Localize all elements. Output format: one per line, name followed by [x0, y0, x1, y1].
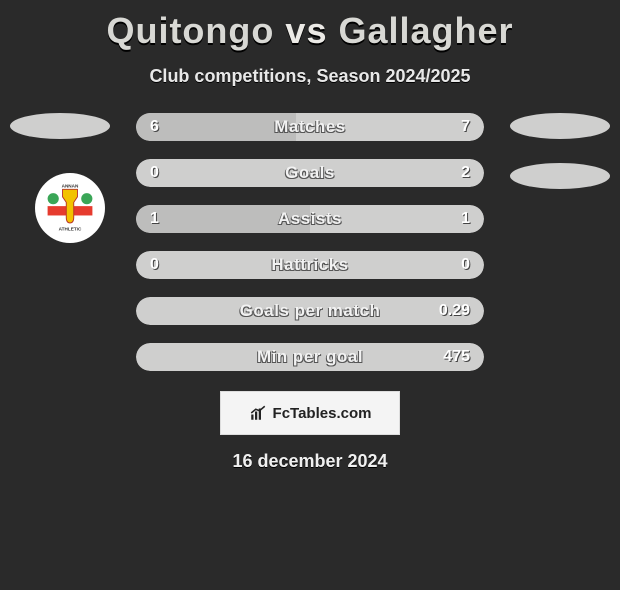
bar-value-left: 0 — [150, 164, 159, 182]
badge-text: FcTables.com — [273, 405, 372, 422]
stat-bars-container: Matches67Goals02Assists11Hattricks00Goal… — [136, 113, 484, 371]
stat-bar: Min per goal 475 — [136, 343, 484, 371]
stat-bar: Goals per match 0.29 — [136, 297, 484, 325]
bar-value-left: 0 — [150, 256, 159, 274]
bar-label: Goals per match — [240, 301, 381, 321]
bar-value-left: 6 — [150, 118, 159, 136]
content-area: ANNAN ATHLETIC Matches 6 7 Goals 0 2 Assists 1 1… — [0, 113, 620, 371]
stat-bar: Hattricks 0 0 — [136, 251, 484, 279]
bar-label: Hattricks — [271, 255, 348, 275]
svg-text:ATHLETIC: ATHLETIC — [59, 226, 82, 231]
date-text: 16 december 2024 — [0, 451, 620, 472]
bar-label: Goals — [285, 163, 335, 183]
bar-label: Assists — [278, 209, 342, 229]
player1-name: Quitongo — [106, 10, 274, 51]
player2-oval-1 — [510, 113, 610, 139]
player1-oval — [10, 113, 110, 139]
bar-fill-left — [136, 113, 296, 141]
vs-text: vs — [285, 10, 327, 51]
fctables-badge: FcTables.com — [220, 391, 400, 435]
subtitle: Club competitions, Season 2024/2025 — [0, 66, 620, 87]
bar-label: Matches — [274, 117, 346, 137]
svg-text:ANNAN: ANNAN — [62, 183, 79, 188]
bar-label: Min per goal — [257, 347, 363, 367]
bar-value-right: 2 — [461, 164, 470, 182]
chart-icon — [249, 404, 267, 422]
player2-oval-2 — [510, 163, 610, 189]
stat-bar: Matches 6 7 — [136, 113, 484, 141]
player1-crest: ANNAN ATHLETIC — [35, 173, 105, 243]
crest-icon: ANNAN ATHLETIC — [42, 180, 98, 236]
bar-value-left: 1 — [150, 210, 159, 228]
player2-name: Gallagher — [338, 10, 513, 51]
stat-bar: Assists 1 1 — [136, 205, 484, 233]
stat-bar: Goals 0 2 — [136, 159, 484, 187]
bar-value-right: 475 — [443, 348, 470, 366]
bar-value-right: 0 — [461, 256, 470, 274]
bar-value-right: 1 — [461, 210, 470, 228]
comparison-title: Quitongo vs Gallagher — [0, 10, 620, 52]
bar-value-right: 7 — [461, 118, 470, 136]
bar-value-right: 0.29 — [439, 302, 470, 320]
